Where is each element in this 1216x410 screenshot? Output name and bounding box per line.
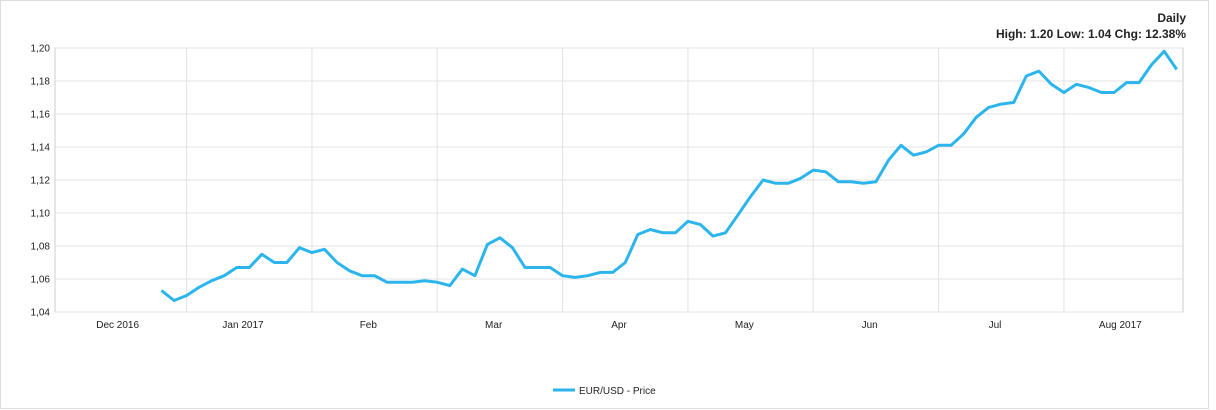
price-line xyxy=(160,49,1178,302)
y-tick-label: 1,04 xyxy=(31,308,51,319)
x-tick-label: Jul xyxy=(989,320,1002,331)
chart-title: Daily xyxy=(1157,11,1186,25)
chart-subtitle: High: 1.20 Low: 1.04 Chg: 12.38% xyxy=(996,27,1186,41)
x-tick-label: Dec 2016 xyxy=(96,320,139,331)
x-tick-label: Apr xyxy=(611,320,627,331)
y-tick-label: 1,18 xyxy=(31,77,51,88)
y-tick-label: 1,14 xyxy=(31,143,51,154)
x-tick-label: Aug 2017 xyxy=(1099,320,1142,331)
x-tick-label: Mar xyxy=(485,320,503,331)
y-tick-label: 1,08 xyxy=(31,242,51,253)
legend-label: EUR/USD - Price xyxy=(579,386,656,397)
y-tick-label: 1,16 xyxy=(31,110,51,121)
x-tick-label: Jan 2017 xyxy=(222,320,264,331)
y-tick-label: 1,10 xyxy=(31,209,51,220)
x-tick-label: Jun xyxy=(862,320,878,331)
y-tick-label: 1,20 xyxy=(31,44,51,55)
y-tick-label: 1,12 xyxy=(31,176,51,187)
y-tick-label: 1,06 xyxy=(31,275,51,286)
x-tick-label: Feb xyxy=(360,320,378,331)
x-tick-label: May xyxy=(735,320,754,331)
